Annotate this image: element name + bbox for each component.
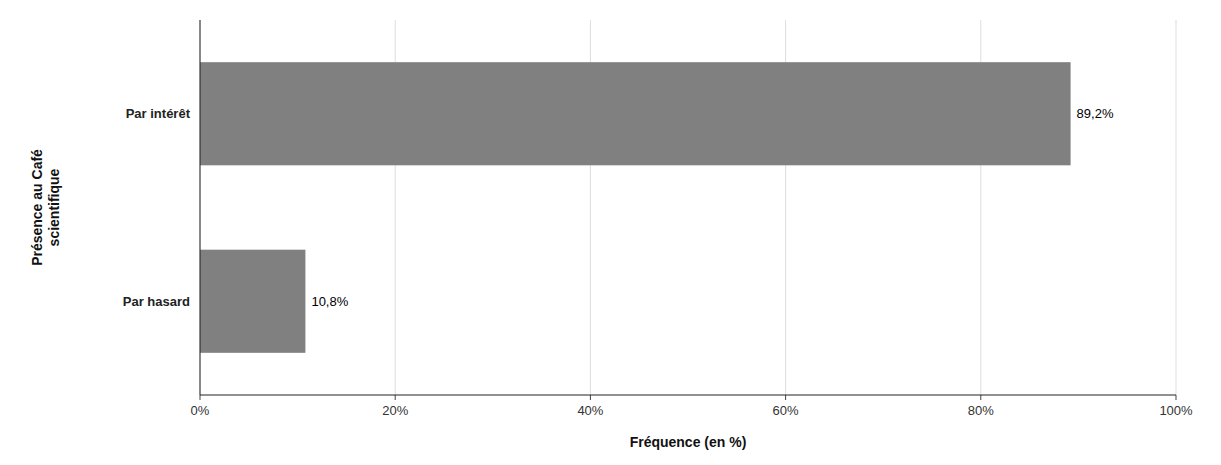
tick-label: 20%: [382, 403, 408, 418]
tick-mark: [1176, 395, 1177, 400]
grid-line: [200, 20, 201, 395]
tick-label: 80%: [968, 403, 994, 418]
x-axis-title: Fréquence (en %): [630, 434, 747, 450]
data-label: 10,8%: [311, 294, 348, 309]
bar: [200, 62, 1071, 165]
tick-mark: [395, 395, 396, 400]
y-axis-line: [200, 20, 201, 395]
bar: [200, 250, 305, 353]
tick-mark: [980, 395, 981, 400]
tick-label: 60%: [773, 403, 799, 418]
data-labels: 10,8% 89,2%: [311, 106, 1113, 309]
y-axis: Par hasard Par intérêt: [123, 106, 191, 309]
chart-container: 0%20%40%60%80%100%10,8%89,2%Par hasardPa…: [0, 0, 1221, 465]
tick-label: 40%: [577, 403, 603, 418]
x-axis: 0% 20% 40% 60% 80% 100%: [191, 395, 1193, 418]
tick-mark: [785, 395, 786, 400]
chart: 0%20%40%60%80%100%10,8%89,2%Par hasardPa…: [0, 0, 1221, 465]
tick-mark: [590, 395, 591, 400]
grid-line: [1176, 20, 1177, 395]
bars: [200, 62, 1071, 353]
x-axis-line: [200, 395, 1176, 396]
y-axis-title: Présence au Caféscientifique: [29, 149, 62, 266]
category-label: Par intérêt: [126, 106, 191, 121]
tick-label: 0%: [191, 403, 210, 418]
data-label: 89,2%: [1077, 106, 1114, 121]
category-label: Par hasard: [123, 294, 190, 309]
grid: [200, 20, 1176, 395]
tick-mark: [200, 395, 201, 400]
tick-label: 100%: [1159, 403, 1193, 418]
